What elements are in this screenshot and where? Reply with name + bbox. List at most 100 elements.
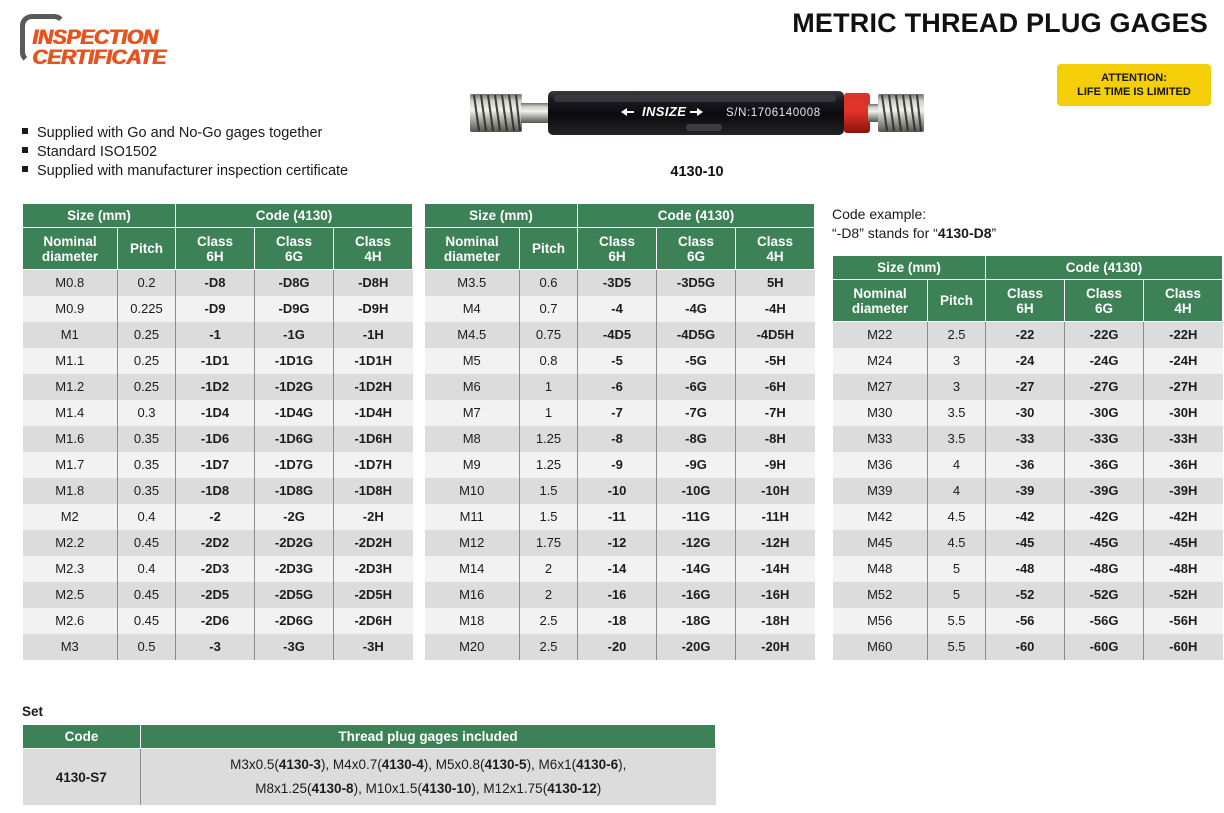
cell-pitch: 5.5 [926,633,987,660]
cell-class-6g: -52G [1064,581,1145,608]
cell-class-6g: -48G [1064,555,1145,582]
cell-nominal-diameter: M20 [424,633,520,660]
cell-class-4h: -2D2H [333,529,413,556]
cell-class-4h: -7H [735,399,815,426]
th-nominal-diameter: Nominal diameter [424,227,520,270]
cell-class-6h: -36 [985,451,1066,478]
cell-class-6h: -8 [577,425,658,452]
cell-class-6h: -6 [577,373,658,400]
feature-list: Supplied with Go and No-Go gages togethe… [22,124,462,181]
th-size-group: Size (mm) [423,203,579,228]
cell-nominal-diameter: M1.2 [22,373,118,400]
cell-class-4h: -5H [735,347,815,374]
cell-nominal-diameter: M2.3 [22,555,118,582]
cell-class-6h: -2D2 [175,529,256,556]
table-row: M1.6 0.35 -1D6 -1D6G -1D6H [22,425,413,452]
cell-class-4h: -20H [735,633,815,660]
cell-nominal-diameter: M12 [424,529,520,556]
table-row: M4 0.7 -4 -4G -4H [424,295,815,322]
cell-pitch: 1 [518,399,579,426]
set-label: Set [22,704,44,719]
attention-line-2: LIFE TIME IS LIMITED [1077,86,1191,98]
code-example-line-1: Code example: [832,206,927,222]
cell-class-4h: -8H [735,425,815,452]
cell-class-6g: -27G [1064,373,1145,400]
cell-class-6g: -4D5G [656,321,737,348]
th-class-6h: Class 6H [577,227,658,270]
cell-class-6h: -1 [175,321,256,348]
code-example-value: 4130-D8 [937,225,992,241]
th-class-4h: Class 4H [735,227,816,270]
table-row: M14 2 -14 -14G -14H [424,555,815,582]
cell-class-6g: -14G [656,555,737,582]
size-code-table-3: Size (mm) Code (4130) Nominal diameter Pi… [831,255,1224,660]
cell-class-4h: -1D8H [333,477,413,504]
set-code-ref: 4130-3 [278,757,321,772]
cell-nominal-diameter: M1 [22,321,118,348]
set-size-text: ), M12x1.75( [471,781,548,796]
product-caption: 4130-10 [670,164,724,180]
cell-class-6g: -D9G [254,295,335,322]
cell-class-4h: -10H [735,477,815,504]
cell-pitch: 0.25 [116,373,177,400]
table-row: M1.2 0.25 -1D2 -1D2G -1D2H [22,373,413,400]
cell-nominal-diameter: M56 [832,607,928,634]
cell-class-6h: -42 [985,503,1066,530]
table-row: M22 2.5 -22 -22G -22H [832,321,1223,348]
cell-pitch: 0.25 [116,321,177,348]
cell-class-6h: -11 [577,503,658,530]
cell-nominal-diameter: M16 [424,581,520,608]
cell-nominal-diameter: M30 [832,399,928,426]
cell-nominal-diameter: M52 [832,581,928,608]
cell-class-6h: -1D4 [175,399,256,426]
table-row: M30 3.5 -30 -30G -30H [832,399,1223,426]
set-code-ref: 4130-6 [576,757,619,772]
cell-class-6h: -10 [577,477,658,504]
cell-class-6g: -5G [656,347,737,374]
cell-class-6h: -1D6 [175,425,256,452]
cell-class-6g: -11G [656,503,737,530]
cell-pitch: 5.5 [926,607,987,634]
cell-nominal-diameter: M42 [832,503,928,530]
inspection-certificate-logo: INSPECTION CERTIFICATE [18,12,218,72]
table-row: M18 2.5 -18 -18G -18H [424,607,815,634]
cell-nominal-diameter: M6 [424,373,520,400]
cell-class-6h: -9 [577,451,658,478]
cell-class-6h: -2D5 [175,581,256,608]
cell-class-6g: -42G [1064,503,1145,530]
th-set-included: Thread plug gages included [140,724,716,749]
cell-class-4h: -D8H [333,269,413,296]
cell-class-4h: -12H [735,529,815,556]
th-class-4h: Class 4H [333,227,414,270]
cell-nominal-diameter: M0.9 [22,295,118,322]
table-row: M7 1 -7 -7G -7H [424,399,815,426]
table-row: M0.9 0.225 -D9 -D9G -D9H [22,295,413,322]
table-row: M3.5 0.6 -3D5 -3D5G 5H [424,269,815,296]
cell-class-4h: -D9H [333,295,413,322]
cell-class-6g: -24G [1064,347,1145,374]
bracket-icon-lower [20,14,66,64]
cell-pitch: 0.2 [116,269,177,296]
cell-class-4h: -30H [1143,399,1223,426]
cell-class-4h: -3H [333,633,413,660]
cell-nominal-diameter: M5 [424,347,520,374]
cell-pitch: 0.35 [116,451,177,478]
cell-nominal-diameter: M2 [22,503,118,530]
th-class-6h: Class 6H [985,279,1066,322]
cell-class-4h: -27H [1143,373,1223,400]
cell-class-4h: -1H [333,321,413,348]
cell-class-6g: -2D3G [254,555,335,582]
set-size-text: ), [618,757,627,772]
table-row: M20 2.5 -20 -20G -20H [424,633,815,660]
cell-class-6g: -4G [656,295,737,322]
th-code-group: Code (4130) [985,255,1224,280]
cell-class-4h: -4D5H [735,321,815,348]
cell-nominal-diameter: M14 [424,555,520,582]
cell-nominal-diameter: M9 [424,451,520,478]
cell-class-6g: -3G [254,633,335,660]
set-code-ref: 4130-5 [484,757,527,772]
cell-class-6g: -2D6G [254,607,335,634]
cell-class-4h: -11H [735,503,815,530]
set-code-ref: 4130-4 [381,757,424,772]
cell-nominal-diameter: M39 [832,477,928,504]
